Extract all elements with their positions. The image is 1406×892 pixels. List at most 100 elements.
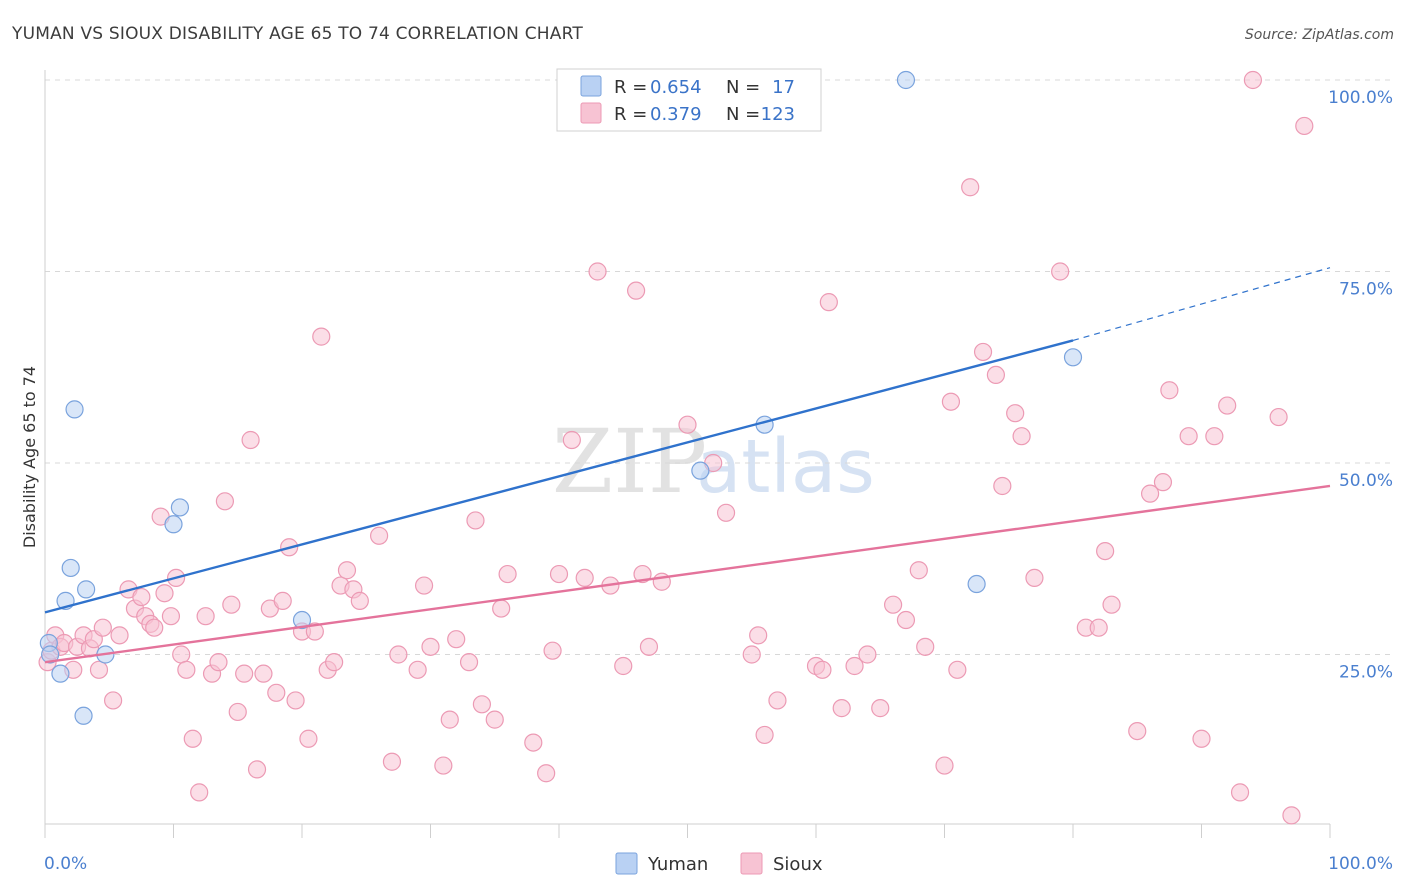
sioux-r-value: 0.379 (650, 104, 702, 125)
yuman-point (691, 461, 710, 480)
sioux-point (434, 756, 453, 775)
sioux-point (1102, 595, 1121, 614)
sioux-point (639, 637, 659, 656)
sioux-point (1006, 404, 1025, 423)
stats-legend: R = 0.654 N = 17 R = 0.379 N = 123 (556, 68, 822, 132)
yuman-point (51, 664, 70, 683)
sioux-point (1051, 262, 1070, 281)
sioux-series-label: Sioux (773, 854, 823, 875)
sioux-point (110, 626, 129, 645)
sioux-point (896, 610, 916, 630)
yuman-point (74, 706, 93, 725)
sioux-point (1160, 381, 1179, 400)
sioux-point (440, 710, 459, 729)
sioux-point (813, 660, 832, 679)
yuman-point (292, 610, 312, 630)
sioux-point (286, 691, 305, 710)
yuman-point (170, 498, 190, 517)
sioux-point (871, 699, 890, 718)
sioux-point (543, 641, 562, 660)
grid (45, 79, 1392, 655)
sioux-point (993, 476, 1012, 496)
yuman-r-value: 0.654 (650, 77, 702, 98)
yuman-point (967, 574, 986, 594)
sioux-point (472, 695, 491, 714)
sioux-point (1282, 806, 1301, 825)
sioux-legend-swatch (580, 102, 602, 124)
yuman-point (61, 558, 80, 578)
sioux-point (768, 691, 787, 710)
yuman-trend-extension (1072, 267, 1331, 342)
sioux-point (382, 752, 402, 771)
sioux-point (832, 699, 851, 718)
sioux-point (209, 653, 228, 672)
yuman-point (65, 400, 84, 419)
sioux-point (1295, 116, 1314, 136)
sioux-point (312, 327, 331, 346)
sioux-point (742, 645, 761, 664)
sioux-point (145, 618, 164, 637)
yuman-n-label: N = (726, 77, 760, 98)
sioux-point (228, 702, 247, 722)
sioux-point (1205, 427, 1224, 446)
sioux-point (466, 511, 485, 530)
yuman-point (1063, 348, 1083, 367)
sioux-n-value: 123 (761, 104, 795, 125)
sioux-point (883, 595, 903, 614)
trend-lines (44, 267, 1331, 664)
chart-title: YUMAN VS SIOUX DISABILITY AGE 65 TO 74 C… (11, 24, 583, 44)
sioux-r-label: R = (614, 104, 647, 125)
sioux-point (299, 729, 318, 748)
sioux-point (626, 281, 646, 300)
yuman-series-label: Yuman (647, 854, 708, 875)
sioux-point (749, 626, 768, 645)
yuman-point (41, 645, 60, 664)
sioux-point (337, 561, 357, 580)
watermark-atlas: atlas (696, 424, 875, 510)
sioux-point (161, 607, 181, 626)
sioux-point (1140, 484, 1160, 503)
sioux-point (273, 591, 292, 610)
sioux-point (196, 607, 215, 626)
sioux-point (132, 587, 151, 607)
sioux-point (588, 262, 607, 281)
sioux-series-swatch (740, 852, 763, 875)
sioux-trend-line (44, 484, 1331, 664)
sioux-point (916, 637, 935, 656)
x-tick-label-max: 100.0% (1328, 854, 1393, 874)
sioux-point (447, 630, 466, 649)
sioux-point (389, 645, 408, 664)
sioux-point (935, 756, 954, 775)
yuman-r-label: R = (614, 77, 647, 98)
y-tick-labels: 25.0% 50.0% 75.0% 100.0% (1328, 88, 1393, 683)
sioux-point (537, 764, 556, 783)
sioux-point (614, 656, 633, 676)
yuman-point (896, 70, 916, 90)
sioux-point (325, 653, 344, 672)
sioux-point (177, 660, 196, 679)
sioux-point (909, 561, 928, 580)
x-ticks (44, 824, 1331, 838)
sioux-point (755, 725, 774, 745)
sioux-point (267, 683, 286, 702)
sioux-point (1025, 568, 1044, 588)
sioux-point (215, 492, 234, 511)
sioux-point (1179, 427, 1198, 446)
sioux-points (38, 70, 1314, 825)
sioux-point (172, 645, 191, 664)
yuman-n-value: 17 (772, 77, 795, 98)
sioux-point (350, 591, 369, 610)
sioux-point (104, 691, 123, 710)
sioux-point (408, 660, 427, 679)
sioux-n-label: N = (726, 104, 760, 125)
x-tick-label-min: 0.0% (44, 854, 87, 874)
sioux-point (845, 656, 864, 676)
sioux-point (549, 564, 569, 584)
yuman-points (39, 70, 1083, 725)
sioux-point (1269, 407, 1288, 427)
sioux-point (973, 342, 993, 362)
sioux-point (247, 760, 267, 779)
sioux-point (562, 430, 581, 450)
sioux-point (241, 430, 260, 450)
sioux-point (941, 392, 961, 411)
